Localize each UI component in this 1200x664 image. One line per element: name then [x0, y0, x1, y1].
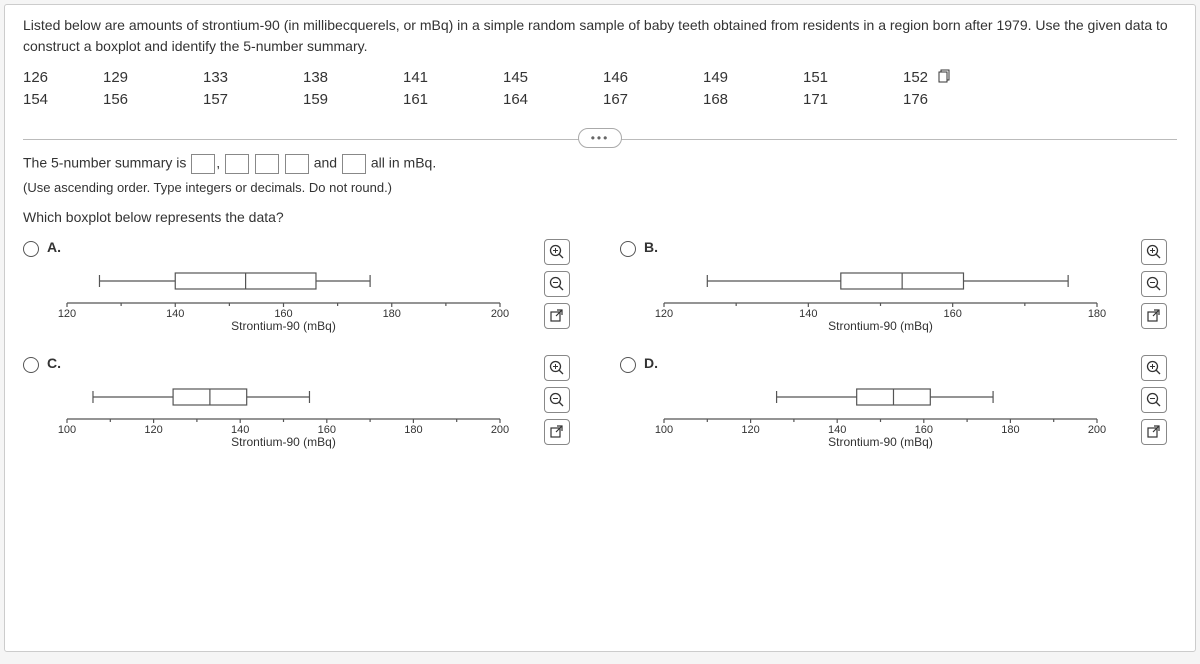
- radio-a[interactable]: [23, 241, 39, 257]
- data-value: 152: [903, 69, 928, 86]
- radio-c[interactable]: [23, 357, 39, 373]
- prompt-text: Listed below are amounts of strontium-90…: [23, 15, 1177, 57]
- data-cell: 161: [403, 91, 503, 108]
- copy-icon[interactable]: [938, 69, 952, 87]
- svg-text:200: 200: [1088, 424, 1106, 436]
- axis-label: Strontium-90 (mBq): [654, 319, 1107, 333]
- zoom-in-icon[interactable]: [544, 239, 570, 265]
- svg-text:140: 140: [166, 308, 184, 320]
- popout-icon[interactable]: [1141, 419, 1167, 445]
- axis-label: Strontium-90 (mBq): [57, 319, 510, 333]
- summary-sentence: The 5-number summary is , and all in mBq…: [23, 154, 1177, 174]
- option-label-b: B.: [644, 239, 658, 255]
- summary-hint: (Use ascending order. Type integers or d…: [23, 180, 1177, 195]
- data-row-2: 154 156 157 159 161 164 167 168 171 176: [23, 91, 1177, 108]
- data-cell: 126: [23, 69, 103, 87]
- data-cell: 168: [703, 91, 803, 108]
- data-cell: 138: [303, 69, 403, 87]
- zoom-in-icon[interactable]: [1141, 239, 1167, 265]
- option-a: A. 120140160180200 Strontium-90 (mBq): [23, 239, 580, 345]
- zoom-out-icon[interactable]: [544, 271, 570, 297]
- summary-suffix: all in mBq.: [371, 155, 436, 171]
- boxplot-d: 100120140160180200: [654, 379, 1107, 437]
- summary-prefix: The 5-number summary is: [23, 155, 190, 171]
- data-table: 126 129 133 138 141 145 146 149 151 152 …: [23, 69, 1177, 108]
- option-c: C. 100120140160180200 Strontium-90 (mBq): [23, 355, 580, 461]
- summary-input-4[interactable]: [285, 154, 309, 174]
- radio-d[interactable]: [620, 357, 636, 373]
- svg-text:120: 120: [655, 308, 673, 320]
- boxplot-a: 120140160180200: [57, 263, 510, 321]
- data-cell: 129: [103, 69, 203, 87]
- zoom-out-icon[interactable]: [1141, 387, 1167, 413]
- radio-b[interactable]: [620, 241, 636, 257]
- svg-text:120: 120: [58, 308, 76, 320]
- svg-text:200: 200: [491, 424, 509, 436]
- boxplot-c: 100120140160180200: [57, 379, 510, 437]
- data-cell: 164: [503, 91, 603, 108]
- popout-icon[interactable]: [544, 419, 570, 445]
- zoom-out-icon[interactable]: [544, 387, 570, 413]
- data-cell: 167: [603, 91, 703, 108]
- data-cell: 152: [903, 69, 1003, 87]
- data-cell: 154: [23, 91, 103, 108]
- data-cell: 145: [503, 69, 603, 87]
- option-b: B. 120 140 160 180 Strontium-90 (mBq): [620, 239, 1177, 345]
- svg-text:100: 100: [58, 424, 76, 436]
- data-cell: 141: [403, 69, 503, 87]
- axis-label: Strontium-90 (mBq): [654, 435, 1107, 449]
- svg-text:180: 180: [383, 308, 401, 320]
- boxplot-question: Which boxplot below represents the data?: [23, 209, 1177, 225]
- zoom-in-icon[interactable]: [544, 355, 570, 381]
- option-label-d: D.: [644, 355, 658, 371]
- data-cell: 157: [203, 91, 303, 108]
- svg-text:160: 160: [943, 308, 961, 320]
- svg-text:180: 180: [1088, 308, 1106, 320]
- data-cell: 156: [103, 91, 203, 108]
- data-row-1: 126 129 133 138 141 145 146 149 151 152: [23, 69, 1177, 87]
- data-cell: 171: [803, 91, 903, 108]
- option-label-c: C.: [47, 355, 61, 371]
- summary-mid: and: [314, 155, 341, 171]
- summary-input-2[interactable]: [225, 154, 249, 174]
- option-label-a: A.: [47, 239, 61, 255]
- summary-input-1[interactable]: [191, 154, 215, 174]
- data-cell: 146: [603, 69, 703, 87]
- summary-input-5[interactable]: [342, 154, 366, 174]
- boxplot-b: 120 140 160 180: [654, 263, 1107, 321]
- data-cell: 159: [303, 91, 403, 108]
- zoom-in-icon[interactable]: [1141, 355, 1167, 381]
- svg-text:180: 180: [1001, 424, 1019, 436]
- svg-text:140: 140: [799, 308, 817, 320]
- data-cell: 133: [203, 69, 303, 87]
- popout-icon[interactable]: [544, 303, 570, 329]
- data-cell: 176: [903, 91, 1003, 108]
- svg-text:100: 100: [655, 424, 673, 436]
- option-d: D. 100120140160180200 Strontium-90 (mBq): [620, 355, 1177, 461]
- popout-icon[interactable]: [1141, 303, 1167, 329]
- zoom-out-icon[interactable]: [1141, 271, 1167, 297]
- svg-text:180: 180: [404, 424, 422, 436]
- axis-label: Strontium-90 (mBq): [57, 435, 510, 449]
- svg-text:120: 120: [144, 424, 162, 436]
- svg-text:120: 120: [741, 424, 759, 436]
- svg-text:200: 200: [491, 308, 509, 320]
- data-cell: 149: [703, 69, 803, 87]
- options-grid: A. 120 140 160 180 200 Strontium-90 (mBq) B.…: [23, 239, 1177, 461]
- divider: •••: [23, 116, 1177, 140]
- question-container: Listed below are amounts of strontium-90…: [4, 4, 1196, 652]
- data-cell: 151: [803, 69, 903, 87]
- expand-button[interactable]: •••: [578, 128, 622, 148]
- summary-input-3[interactable]: [255, 154, 279, 174]
